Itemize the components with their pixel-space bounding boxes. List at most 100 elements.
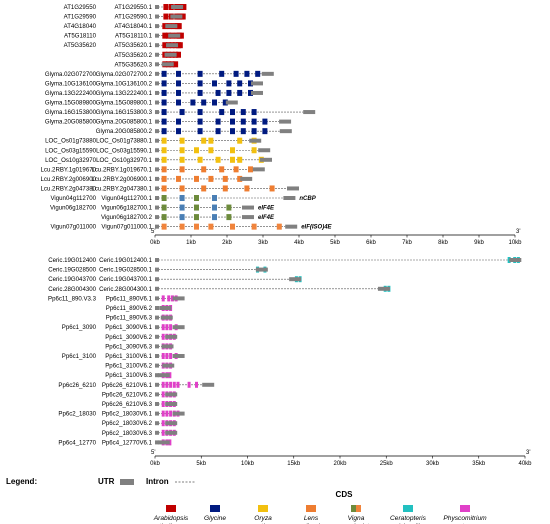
cds-exon xyxy=(237,137,243,144)
cds-exon xyxy=(172,381,176,388)
utr-3-block xyxy=(172,354,185,358)
cds-exon xyxy=(165,353,169,359)
gene-id-label: AT1G29550 xyxy=(64,4,97,11)
transcript-id-label: Pp6c26_6210V6.2 xyxy=(102,391,153,398)
cds-exon xyxy=(233,70,239,77)
cds-exon xyxy=(179,195,185,201)
utr-3-block xyxy=(165,392,178,397)
cds-exon xyxy=(237,80,243,87)
utr-3-block xyxy=(160,315,173,320)
cds-exon xyxy=(169,381,173,388)
species-genus-label: Arabidopsis xyxy=(153,515,189,522)
utr-3-block xyxy=(258,148,271,153)
axis-tick-label: 5kb xyxy=(196,461,206,467)
cds-exon xyxy=(161,214,167,221)
cds-exon xyxy=(197,80,203,87)
gene-row: Vigun06g182700 Vigun06g182700.1 eIF4E xyxy=(50,204,275,212)
utr-3-block xyxy=(162,363,175,368)
gene-id-label: Glyma.15G089800 xyxy=(45,100,97,107)
panel-fern-moss-gene-structures: Ceric.19G012400 Ceric.19G012400.1Ceric.19… xyxy=(48,257,532,467)
species-genus-label: Ceratopteris xyxy=(390,515,427,522)
utr-3-block xyxy=(157,440,170,445)
cds-exon xyxy=(179,204,185,211)
utr-3-block xyxy=(377,286,390,291)
cds-exon xyxy=(178,32,184,39)
cds-exon xyxy=(230,156,235,163)
utr-5-block xyxy=(155,421,159,426)
utr-5-block xyxy=(155,176,159,181)
gene-row: Pp6c11_890.V3.3 Pp6c11_890V6.1 xyxy=(48,295,185,302)
gene-row: LOC_Os03g15590 LOC_Os03g15590.1 xyxy=(45,147,271,154)
gene-row: Pp6c11_890V6.3 xyxy=(106,314,173,322)
gene-id-label: Lcu.2RBY.2g047380 xyxy=(41,185,97,192)
protein-annotation: eIF4E xyxy=(258,206,275,212)
cds-exon xyxy=(161,195,167,201)
utr-3-block xyxy=(161,344,174,349)
cds-exon xyxy=(161,391,165,398)
transcript-id-label: Pp6c1_3100V6.2 xyxy=(105,363,152,370)
gene-id-label: Pp6c11_890.V3.3 xyxy=(48,295,97,302)
utr-3-block xyxy=(303,110,316,115)
axis-tick-label: 30kb xyxy=(426,461,440,467)
transcript-id-label: Ceric.19G028500.1 xyxy=(99,267,152,274)
cds-exon xyxy=(276,223,282,230)
cds-exon xyxy=(507,257,511,263)
cds-exon xyxy=(177,42,183,49)
gene-row: Glyma.20G085800.2 xyxy=(96,128,292,135)
gene-row: Vigun06g182700.2 eIF4E xyxy=(101,214,275,221)
cds-exon xyxy=(197,89,203,96)
utr-3-block xyxy=(171,5,184,9)
gene-row: AT5G35620 AT5G35620.1 xyxy=(64,42,183,49)
utr-5-block xyxy=(155,62,159,67)
utr-3-block xyxy=(509,258,522,262)
cds-exon xyxy=(162,32,168,39)
gene-id-label: Glyma.13G222400 xyxy=(45,90,97,97)
cds-exon xyxy=(197,118,203,125)
utr-3-block xyxy=(252,167,265,172)
protein-annotation: eIF4E xyxy=(258,215,275,221)
utr-5-block xyxy=(155,52,159,57)
species-swatch xyxy=(166,505,176,512)
gene-id-label: Pp6c1_3090 xyxy=(62,324,97,331)
transcript-id-label: Vigun07g011000.1 xyxy=(101,224,152,231)
transcript-id-label: LOC_Os10g32970.1 xyxy=(96,157,153,164)
cds-exon xyxy=(251,109,257,116)
cds-exon xyxy=(262,118,268,125)
cds-exon xyxy=(262,128,268,135)
cds-exon xyxy=(176,51,181,58)
cds-exon xyxy=(161,381,165,388)
cds-exon xyxy=(176,128,181,135)
cds-exon xyxy=(176,118,181,125)
cds-exon xyxy=(169,410,173,417)
utr-3-block xyxy=(255,267,268,272)
cds-exon xyxy=(197,156,203,163)
cds-exon xyxy=(251,128,257,135)
utr-5-block xyxy=(155,148,159,153)
transcript-id-label: Pp6c1_3090V6.3 xyxy=(105,343,152,350)
gene-row: Pp6c2_18030 Pp6c2_18030V6.1 xyxy=(58,410,185,418)
utr-5-block xyxy=(155,382,159,387)
gene-id-label: Ceric.28G004300 xyxy=(48,286,96,293)
gene-id-label: Ceric.19G028500 xyxy=(48,267,96,274)
gene-row: Glyma.20G085800 Glyma.20G085800.1 xyxy=(45,118,292,126)
axis-tick-label: 15kb xyxy=(287,461,301,467)
cds-exon xyxy=(161,118,167,125)
cds-exon xyxy=(248,166,253,173)
utr-5-block xyxy=(155,33,159,38)
cds-exon xyxy=(240,128,246,135)
legend-intron-label: Intron xyxy=(146,477,169,486)
gene-row: Pp6c1_3090V6.2 xyxy=(105,333,178,341)
cds-exon xyxy=(240,118,246,125)
transcript-id-label: AT5G35620.3 xyxy=(115,61,153,68)
gene-id-label: LOC_Os03g15590 xyxy=(45,147,96,154)
gene-id-label: Pp6c2_18030 xyxy=(58,411,96,418)
cds-exon xyxy=(226,214,232,221)
gene-row: Pp6c2_18030V6.3 xyxy=(102,429,178,437)
transcript-id-label: Glyma.20G085800.1 xyxy=(96,119,153,126)
transcript-id-label: Pp6c4_12770V6.1 xyxy=(102,439,153,446)
species-swatch xyxy=(210,505,220,512)
cds-exon xyxy=(244,185,250,192)
cds-exon xyxy=(169,353,173,359)
cds-exon xyxy=(179,185,185,192)
